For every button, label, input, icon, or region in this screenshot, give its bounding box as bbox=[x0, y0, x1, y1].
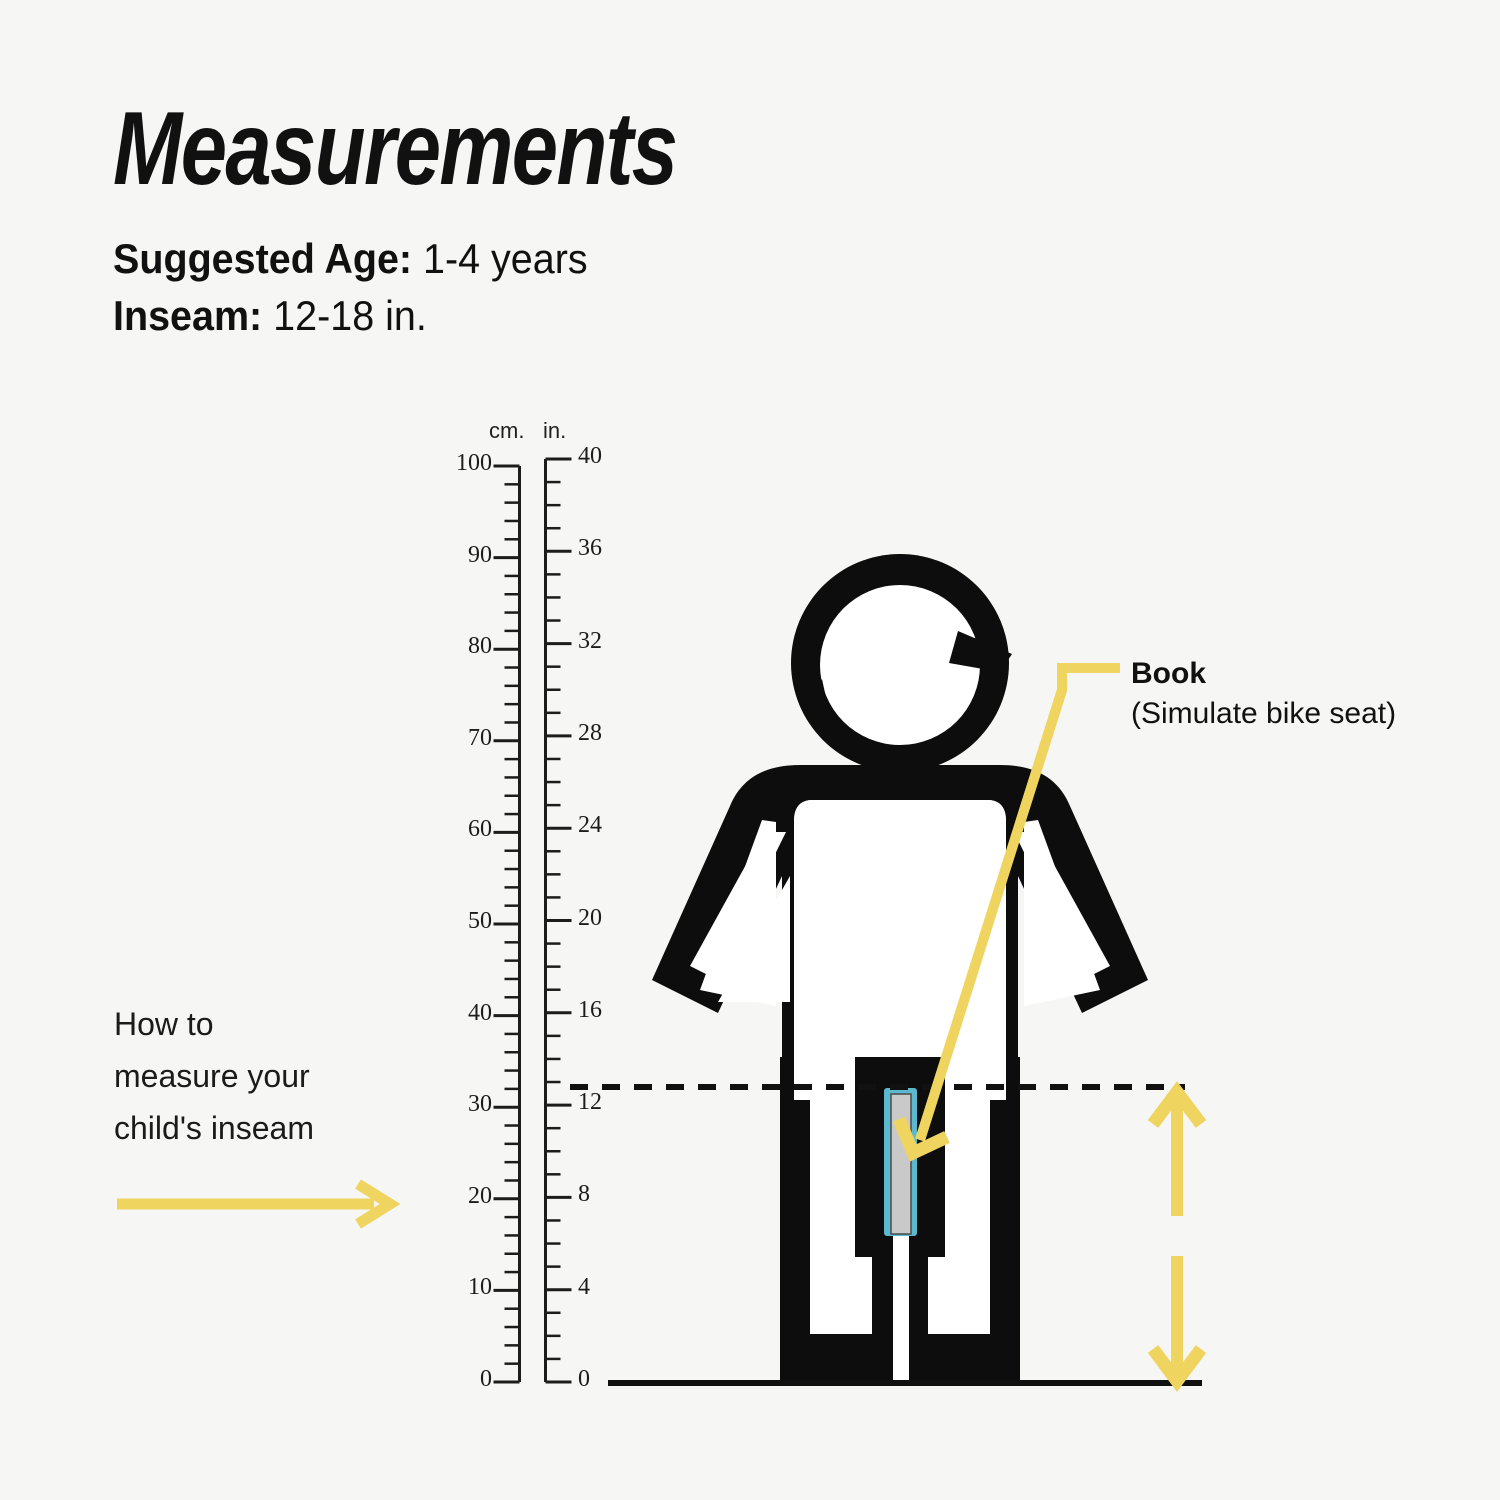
ruler-tick-label: 30 bbox=[468, 1091, 492, 1118]
ruler-tick-label: 40 bbox=[468, 999, 492, 1026]
ruler-tick-label: 100 bbox=[456, 450, 492, 476]
ruler-tick-label: 20 bbox=[578, 904, 602, 931]
howto-line-1: How to bbox=[114, 1006, 214, 1042]
ruler-tick-label: 8 bbox=[578, 1181, 590, 1208]
inseam-range-value: 12-18 in. bbox=[273, 292, 427, 339]
ruler-tick-label: 50 bbox=[468, 908, 492, 934]
suggested-age-value: 1-4 years bbox=[423, 235, 588, 282]
ruler-tick-label: 80 bbox=[468, 633, 492, 660]
howto-line-3: child's inseam bbox=[114, 1110, 314, 1146]
howto-line-2: measure your bbox=[114, 1058, 310, 1094]
page-title: Measurements bbox=[113, 91, 678, 207]
ruler-tick-label: 20 bbox=[468, 1182, 492, 1209]
cm-unit-label: cm. bbox=[489, 418, 525, 443]
ruler-tick-label: 70 bbox=[468, 724, 492, 751]
inseam-range-row: Inseam: 12-18 in. bbox=[113, 295, 427, 337]
suggested-age-key: Suggested Age: bbox=[113, 235, 413, 282]
book-annotation-title: Book bbox=[1131, 657, 1206, 690]
howto-caption: How to measure your child's inseam bbox=[114, 998, 314, 1154]
ruler-tick-label: 12 bbox=[578, 1089, 602, 1116]
ruler-tick-label: 10 bbox=[468, 1274, 492, 1301]
double-arrow-vertical-icon bbox=[1126, 1081, 1234, 1392]
suggested-age-row: Suggested Age: 1-4 years bbox=[113, 238, 588, 280]
inch-ruler bbox=[544, 457, 572, 1384]
leader-line-with-arrow-icon bbox=[892, 663, 1120, 1162]
ruler-tick-label: 40 bbox=[578, 443, 602, 469]
ruler-tick-label: 24 bbox=[578, 812, 602, 839]
cm-ruler bbox=[493, 464, 521, 1384]
ruler-tick-label: 16 bbox=[578, 996, 602, 1023]
ruler-tick-label: 4 bbox=[578, 1273, 590, 1300]
book-annotation-subtitle: (Simulate bike seat) bbox=[1131, 697, 1397, 730]
ruler-tick-label: 90 bbox=[468, 541, 492, 568]
ruler-tick-label: 36 bbox=[578, 535, 602, 562]
ruler-tick-label: 32 bbox=[578, 627, 602, 654]
inseam-range-key: Inseam: bbox=[113, 292, 263, 339]
ruler-tick-label: 60 bbox=[468, 816, 492, 843]
ruler-tick-label: 0 bbox=[578, 1366, 590, 1392]
arrow-right-icon bbox=[117, 1179, 401, 1229]
ruler-tick-label: 0 bbox=[480, 1366, 492, 1392]
book-between-legs-icon bbox=[884, 1088, 917, 1236]
inch-unit-label: in. bbox=[543, 418, 567, 443]
standing-child-figure-icon bbox=[652, 554, 1148, 1383]
ruler-tick-label: 28 bbox=[578, 719, 602, 746]
